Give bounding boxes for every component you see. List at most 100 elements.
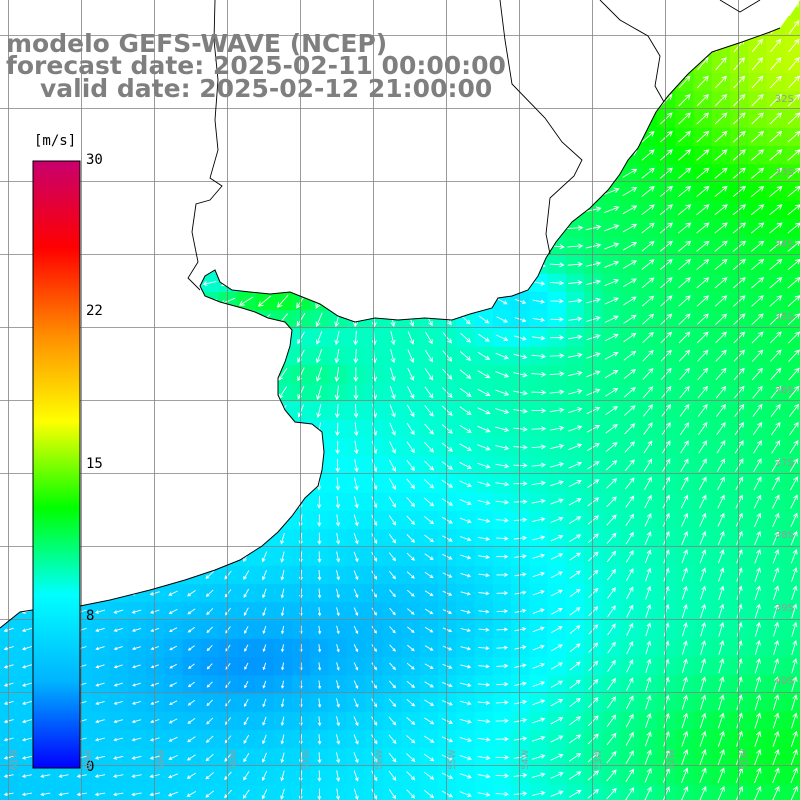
wind-arrow [514, 590, 527, 595]
wind-arrow [477, 536, 491, 542]
wind-arrow [791, 676, 798, 692]
wind-arrow [317, 752, 322, 764]
wind-arrow [150, 609, 160, 614]
wind-arrow [169, 663, 177, 669]
wind-cell [164, 657, 184, 676]
wind-cell [584, 638, 603, 658]
wind-arrow [623, 296, 637, 306]
wind-arrow [698, 458, 707, 472]
wind-arrow [772, 712, 780, 729]
wind-arrow [699, 730, 707, 747]
wind-arrow [495, 791, 510, 797]
wind-arrow [788, 403, 800, 417]
wind-arrow [718, 640, 725, 655]
lat-label: 34S [774, 239, 794, 250]
lon-label: 59W [157, 749, 167, 770]
wind-arrow [371, 716, 378, 726]
wind-arrow [531, 772, 546, 778]
wind-arrow [168, 590, 178, 596]
wind-cell [18, 748, 38, 768]
wind-arrow [661, 440, 671, 454]
wind-arrow [585, 206, 602, 212]
wind-arrow [262, 607, 267, 617]
wind-cell [748, 529, 768, 549]
wind-cell [693, 310, 713, 330]
wind-arrow [588, 569, 599, 580]
wind-arrow [661, 385, 672, 399]
wind-cell [730, 492, 749, 512]
wind-cell [730, 365, 749, 384]
wind-cell [602, 784, 622, 800]
wind-arrow [603, 205, 620, 214]
wind-cell [91, 748, 111, 768]
wind-cell [784, 109, 800, 129]
wind-arrow [586, 334, 601, 341]
wind-arrow [754, 712, 762, 729]
wind-cell [638, 492, 658, 512]
wind-arrow [752, 421, 763, 436]
wind-arrow [495, 352, 509, 360]
wind-arrow [371, 440, 378, 455]
wind-cell [547, 565, 567, 585]
wind-arrow [371, 607, 377, 616]
wind-arrow [587, 733, 599, 745]
wind-cell [237, 730, 257, 749]
wind-arrow [238, 296, 254, 306]
wind-arrow [732, 185, 747, 198]
wind-cell [675, 529, 695, 549]
wind-arrow [681, 622, 688, 637]
wind-cell [255, 711, 275, 731]
wind-arrow [477, 351, 491, 360]
wind-arrow [496, 627, 509, 632]
wind-arrow [353, 716, 359, 727]
wind-cell [748, 584, 768, 603]
wind-cell [784, 54, 800, 74]
wind-cell [547, 584, 567, 603]
wind-arrow [663, 640, 670, 655]
wind-arrow [586, 279, 602, 286]
wind-cell [255, 675, 275, 695]
wind-cell [693, 164, 713, 184]
wind-arrow [568, 516, 582, 524]
wind-arrow [149, 755, 160, 760]
wind-arrow [531, 790, 546, 796]
wind-arrow [787, 259, 800, 271]
wind-arrow [477, 682, 491, 687]
wind-arrow [567, 370, 583, 377]
wind-arrow [645, 585, 652, 600]
wind-arrow [568, 789, 582, 798]
wind-arrow [790, 712, 798, 729]
wind-arrow [715, 331, 727, 344]
wind-cell [711, 511, 731, 530]
wind-arrow [700, 676, 707, 692]
wind-cell [693, 109, 713, 129]
wind-arrow [202, 280, 217, 286]
wind-arrow [441, 718, 454, 724]
wind-cell [383, 784, 403, 800]
wind-cell [784, 18, 800, 38]
wind-arrow [131, 737, 142, 742]
wind-arrow [626, 659, 634, 673]
wind-arrow [662, 512, 670, 527]
wind-arrow [532, 535, 546, 541]
wind-arrow [388, 515, 397, 526]
wind-arrow [514, 626, 527, 632]
wind-cell [602, 456, 622, 476]
wind-arrow [586, 425, 601, 433]
wind-arrow [95, 719, 105, 724]
wind-cell [675, 292, 695, 311]
wind-arrow [353, 770, 359, 782]
wind-arrow [717, 476, 725, 491]
wind-arrow [714, 204, 728, 216]
wind-arrow [659, 130, 673, 143]
wind-arrow [353, 607, 359, 617]
valid-date: valid date: 2025-02-12 21:00:00 [40, 74, 493, 103]
wind-arrow [605, 442, 618, 452]
wind-arrow [607, 641, 616, 654]
wind-cell [602, 529, 622, 549]
wind-cell [602, 237, 622, 257]
wind-arrow [604, 351, 619, 360]
wind-cell [638, 255, 658, 275]
wind-arrow [769, 130, 783, 143]
wind-arrow [699, 512, 707, 527]
